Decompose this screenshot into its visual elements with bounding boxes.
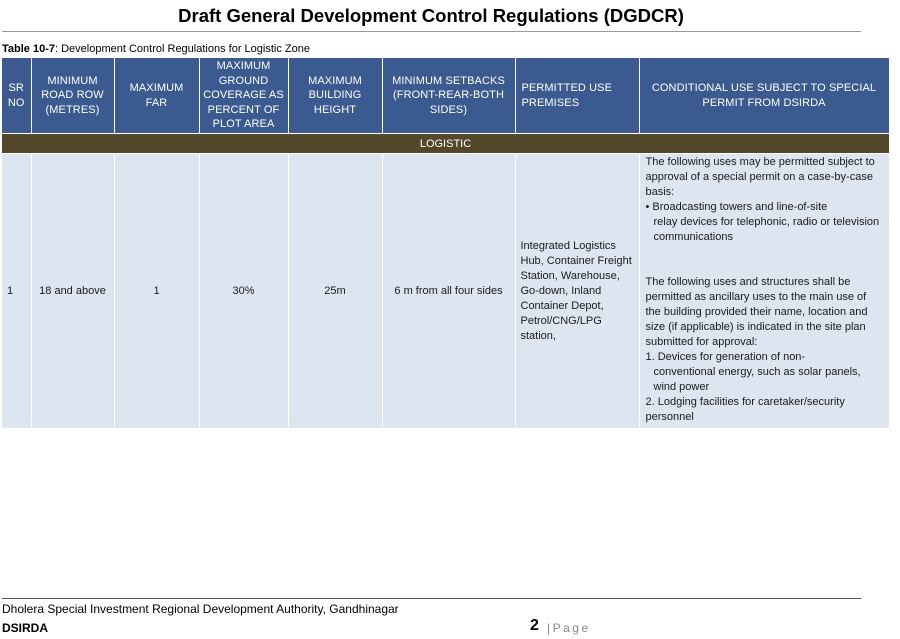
zone-row: LOGISTIC — [2, 133, 889, 154]
page-number: 2 — [530, 617, 539, 634]
conditional-bullet-1: • Broadcasting towers and line-of-site — [645, 201, 828, 213]
conditional-item-1: 1. Devices for generation of non- — [645, 351, 806, 363]
conditional-intro-1: The following uses may be permitted subj… — [645, 156, 875, 198]
header-permitted-use: PERMITTED USE PREMISES — [515, 58, 640, 134]
footer-divider — [2, 598, 861, 599]
title-divider — [2, 31, 861, 32]
page-title: Draft General Development Control Regula… — [178, 5, 684, 26]
footer-abbreviation: DSIRDA — [2, 621, 49, 635]
table-caption: Table 10-7: Development Control Regulati… — [2, 43, 310, 55]
cell-ground-coverage: 30% — [199, 153, 289, 428]
header-conditional-use: CONDITIONAL USE SUBJECT TO SPECIAL PERMI… — [639, 58, 890, 134]
conditional-intro-2: The following uses and structures shall … — [645, 276, 868, 348]
caption-label: Table 10-7 — [2, 43, 55, 55]
page-label: |Page — [547, 621, 591, 635]
header-ground-coverage: MAXIMUM GROUND COVERAGE AS PERCENT OF PL… — [199, 58, 289, 134]
table-row: 1 18 and above 1 30% 25m 6 m from all fo… — [2, 153, 890, 428]
conditional-bullet-1-cont: relay devices for telephonic, radio or t… — [653, 216, 880, 243]
caption-text: : Development Control Regulations for Lo… — [55, 43, 310, 55]
cell-sr-no: 1 — [2, 153, 32, 428]
header-building-height: MAXIMUM BUILDING HEIGHT — [288, 58, 383, 134]
header-sr-no: SR NO — [2, 58, 32, 134]
cell-building-height: 25m — [288, 153, 383, 428]
header-setbacks: MINIMUM SETBACKS (FRONT-REAR-BOTH SIDES) — [382, 58, 516, 134]
cell-conditional-use: The following uses may be permitted subj… — [639, 153, 890, 428]
header-far: MAXIMUM FAR — [114, 58, 200, 134]
conditional-item-1-cont: conventional energy, such as solar panel… — [653, 366, 861, 393]
conditional-item-2: 2. Lodging facilities for caretaker/secu… — [645, 396, 845, 423]
cell-permitted-use: Integrated Logistics Hub, Container Frei… — [515, 153, 640, 428]
cell-setbacks: 6 m from all four sides — [382, 153, 516, 428]
paragraph-spacer — [646, 245, 884, 275]
cell-far: 1 — [114, 153, 200, 428]
zone-label: LOGISTIC — [2, 133, 889, 154]
footer-authority: Dholera Special Investment Regional Deve… — [2, 602, 399, 616]
cell-road-row: 18 and above — [31, 153, 115, 428]
header-road-row: MINIMUM ROAD ROW (METRES) — [31, 58, 115, 134]
table-header-row: SR NO MINIMUM ROAD ROW (METRES) MAXIMUM … — [2, 58, 890, 134]
regulations-table: SR NO MINIMUM ROAD ROW (METRES) MAXIMUM … — [2, 58, 890, 428]
